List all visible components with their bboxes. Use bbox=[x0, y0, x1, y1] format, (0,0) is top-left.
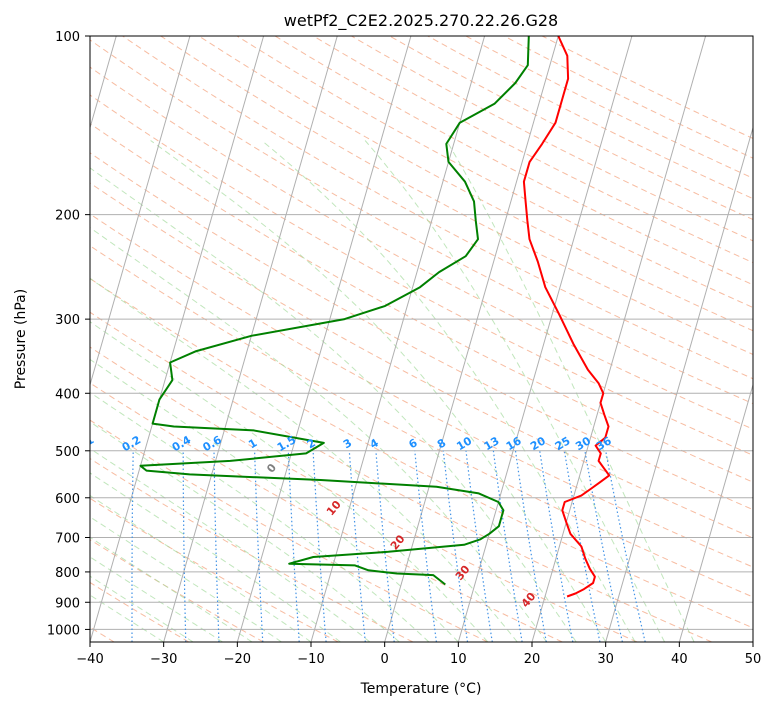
y-tick-label: 300 bbox=[55, 313, 80, 328]
x-tick-label: −30 bbox=[150, 652, 177, 667]
y-tick-label: 800 bbox=[55, 566, 80, 581]
y-tick-label: 500 bbox=[55, 445, 80, 460]
x-tick-label: 0 bbox=[381, 652, 389, 667]
y-tick-label: 400 bbox=[55, 387, 80, 402]
y-tick-label: 700 bbox=[55, 532, 80, 547]
y-axis-label: Pressure (hPa) bbox=[13, 289, 29, 389]
x-tick-label: 40 bbox=[671, 652, 688, 667]
x-tick-label: 10 bbox=[450, 652, 467, 667]
y-tick-label: 100 bbox=[55, 30, 80, 45]
x-axis-label: Temperature (°C) bbox=[360, 681, 482, 697]
x-tick-label: 20 bbox=[524, 652, 541, 667]
x-tick-label: −20 bbox=[224, 652, 251, 667]
x-tick-label: −40 bbox=[76, 652, 103, 667]
chart-title: wetPf2_C2E2.2025.270.22.26.G28 bbox=[284, 11, 558, 31]
x-tick-label: −10 bbox=[297, 652, 324, 667]
x-tick-label: 50 bbox=[745, 652, 762, 667]
x-tick-label: 30 bbox=[597, 652, 614, 667]
y-tick-label: 600 bbox=[55, 492, 80, 507]
y-tick-label: 900 bbox=[55, 596, 80, 611]
y-tick-label: 1000 bbox=[47, 623, 80, 638]
y-tick-label: 200 bbox=[55, 209, 80, 224]
